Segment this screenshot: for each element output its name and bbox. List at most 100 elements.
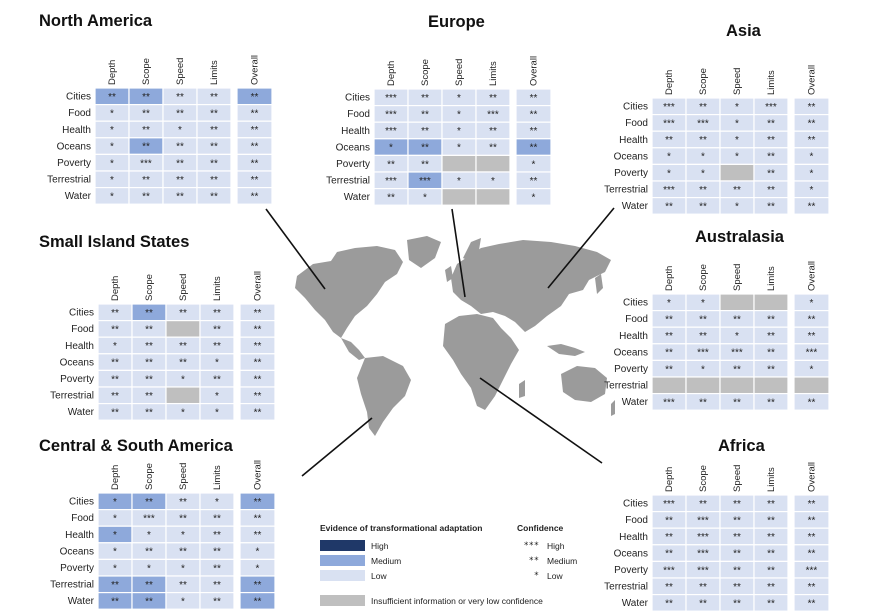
legend-stars-low: * [533, 571, 539, 581]
overall-stars: * [810, 364, 814, 375]
column-header-depth: Depth [386, 61, 397, 86]
cell-stars: ** [699, 135, 707, 146]
cell-stars: ** [213, 374, 221, 385]
cell-stars: ** [213, 597, 221, 608]
cell-stars: ** [733, 599, 741, 610]
cell-stars: *** [697, 549, 709, 560]
row-label-terrestrial: Terrestrial [604, 185, 648, 196]
cell-stars: * [181, 374, 185, 385]
legend-label-medium: Medium [371, 556, 402, 566]
cell-stars: * [113, 514, 117, 525]
overall-stars: ** [254, 514, 262, 525]
cell-water-limits [475, 187, 511, 206]
cell-stars: ** [665, 582, 673, 593]
cell-stars: ** [767, 599, 775, 610]
cell-stars: ** [145, 497, 153, 508]
row-label-food: Food [71, 513, 94, 524]
indonesia-shape [547, 344, 585, 356]
row-label-food: Food [71, 324, 94, 335]
region-title-asia: Asia [726, 22, 761, 40]
cell-stars: ** [665, 202, 673, 213]
row-label-water: Water [65, 191, 92, 202]
overall-stars: ** [254, 374, 262, 385]
row-label-poverty: Poverty [614, 364, 648, 375]
overall-stars: * [810, 298, 814, 309]
cell-stars: ** [665, 331, 673, 342]
overall-stars: ** [808, 549, 816, 560]
legend-label-low: Low [371, 571, 387, 581]
cell-stars: *** [385, 126, 397, 137]
cell-stars: * [457, 176, 461, 187]
cell-stars: ** [489, 93, 497, 104]
cell-stars: ** [767, 582, 775, 593]
row-label-oceans: Oceans [614, 548, 648, 559]
cell-stars: ** [665, 599, 673, 610]
cell-stars: * [735, 152, 739, 163]
overall-stars: ** [530, 93, 538, 104]
new-zealand-shape [611, 400, 615, 416]
cell-stars: * [110, 125, 114, 136]
overall-stars: * [256, 547, 260, 558]
column-header-overall: Overall [806, 462, 817, 492]
overall-stars: ** [254, 391, 262, 402]
column-header-scope: Scope [698, 264, 709, 291]
cell-terrestrial-limits [753, 376, 789, 395]
cell-stars: * [457, 143, 461, 154]
connector-europe [451, 208, 466, 298]
overall-stars: ** [251, 109, 259, 120]
cell-stars: * [215, 391, 219, 402]
cell-stars: ** [733, 565, 741, 576]
cell-stars: * [457, 126, 461, 137]
cell-stars: *** [697, 119, 709, 130]
cell-stars: ** [489, 143, 497, 154]
cell-stars: * [215, 497, 219, 508]
cell-stars: ** [179, 497, 187, 508]
cell-stars: *** [663, 102, 675, 113]
madagascar-shape [519, 380, 525, 398]
column-header-overall: Overall [252, 271, 263, 301]
overall-stars: * [810, 185, 814, 196]
cell-stars: ** [213, 341, 221, 352]
connector-north-america [265, 208, 326, 290]
legend-confidence-low: Low [547, 571, 563, 581]
overall-stars: *** [806, 565, 818, 576]
overall-stars: ** [251, 192, 259, 203]
cell-stars: ** [213, 580, 221, 591]
column-header-depth: Depth [664, 467, 675, 492]
cell-stars: ** [699, 582, 707, 593]
row-label-food: Food [625, 118, 648, 129]
overall-stars: ** [808, 499, 816, 510]
cell-stars: ** [699, 599, 707, 610]
overall-stars: ** [808, 516, 816, 527]
row-label-oceans: Oceans [57, 141, 91, 152]
cell-stars: * [181, 530, 185, 541]
legend-confidence-title: Confidence [517, 523, 564, 533]
cell-cities-speed [719, 293, 755, 312]
connector-asia [547, 207, 615, 289]
cell-stars: ** [176, 158, 184, 169]
cell-stars: * [491, 176, 495, 187]
cell-stars: * [735, 135, 739, 146]
cell-stars: ** [767, 315, 775, 326]
cell-stars: * [423, 193, 427, 204]
row-label-oceans: Oceans [336, 142, 370, 153]
row-label-water: Water [68, 407, 95, 418]
overall-stars: ** [251, 142, 259, 153]
cell-stars: ** [767, 516, 775, 527]
row-label-terrestrial: Terrestrial [326, 176, 370, 187]
column-header-speed: Speed [732, 465, 743, 492]
column-header-overall: Overall [252, 460, 263, 490]
cell-stars: * [110, 192, 114, 203]
cell-terrestrial-speed [719, 376, 755, 395]
cell-stars: *** [663, 398, 675, 409]
row-label-health: Health [619, 135, 648, 146]
cell-stars: ** [665, 315, 673, 326]
overall-stars: * [532, 193, 536, 204]
row-label-cities: Cities [623, 102, 648, 113]
overall-stars: * [256, 563, 260, 574]
cell-stars: *** [663, 499, 675, 510]
cell-stars: ** [179, 308, 187, 319]
cell-water-limits [753, 196, 789, 215]
overall-stars: ** [254, 497, 262, 508]
